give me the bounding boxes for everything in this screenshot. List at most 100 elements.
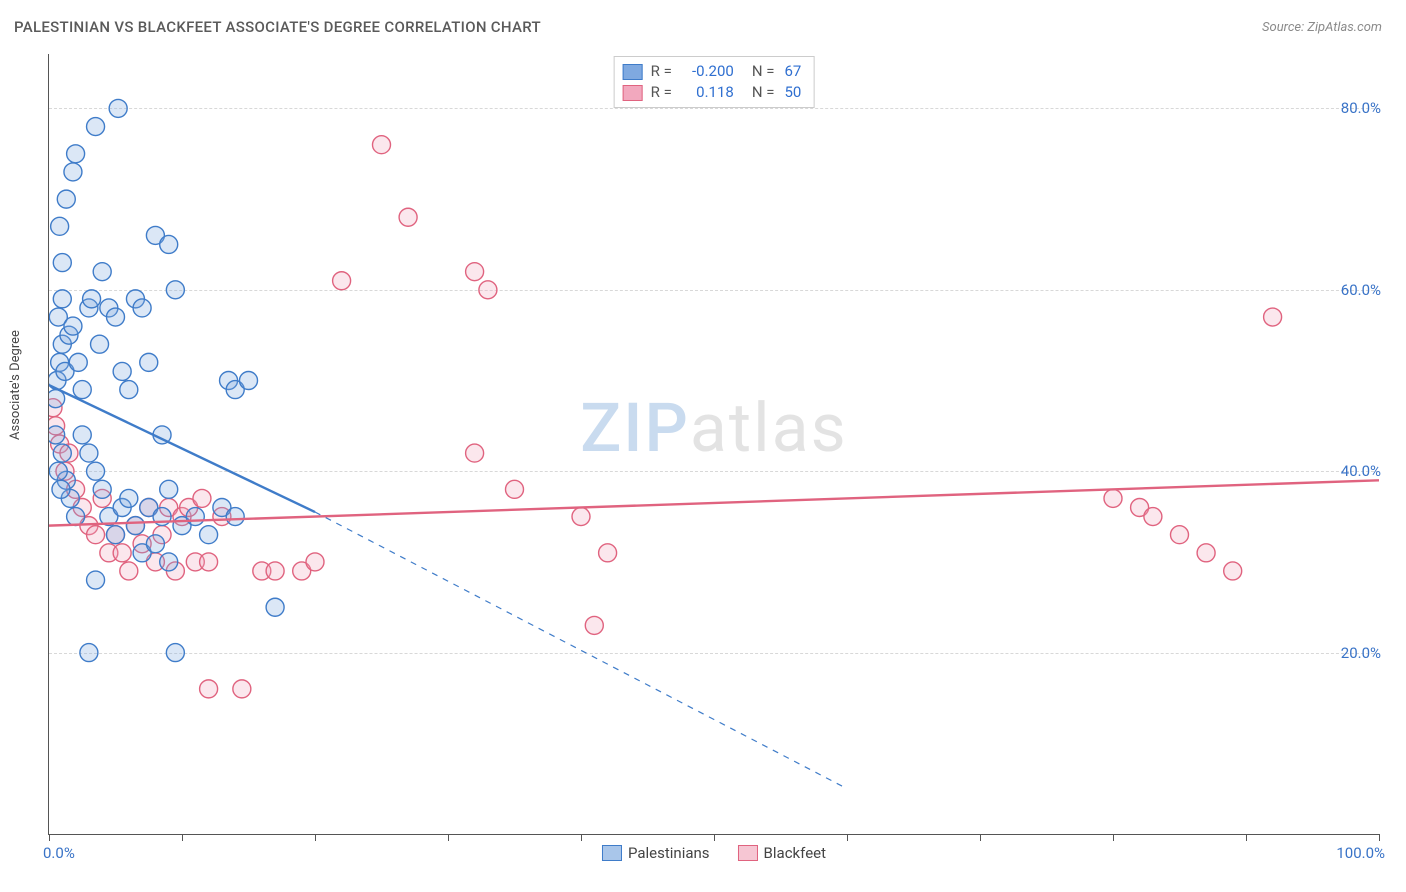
scatter-point xyxy=(160,480,178,498)
scatter-point xyxy=(306,553,324,571)
x-tick xyxy=(448,834,449,841)
chart-title: PALESTINIAN VS BLACKFEET ASSOCIATE'S DEG… xyxy=(14,18,541,36)
scatter-point xyxy=(120,562,138,580)
x-tick xyxy=(714,834,715,841)
scatter-point xyxy=(200,553,218,571)
scatter-point xyxy=(87,526,105,544)
scatter-point xyxy=(160,553,178,571)
scatter-point xyxy=(57,190,75,208)
chart-plot-area: ZIPatlas R = -0.200 N = 67 R = 0.118 N =… xyxy=(48,54,1379,835)
scatter-point xyxy=(466,263,484,281)
scatter-point xyxy=(91,335,109,353)
x-tick xyxy=(1246,834,1247,841)
scatter-point xyxy=(109,99,127,117)
legend-swatch-palestinians xyxy=(623,64,643,80)
x-tick xyxy=(581,834,582,841)
scatter-point xyxy=(1197,544,1215,562)
scatter-point xyxy=(186,508,204,526)
x-tick xyxy=(182,834,183,841)
scatter-point xyxy=(166,644,184,662)
scatter-point xyxy=(133,299,151,317)
scatter-point xyxy=(226,508,244,526)
scatter-point xyxy=(126,517,144,535)
scatter-point xyxy=(120,381,138,399)
scatter-point xyxy=(200,680,218,698)
legend-swatch-icon xyxy=(738,845,758,861)
legend-item-blackfeet: Blackfeet xyxy=(738,844,826,862)
scatter-point xyxy=(67,145,85,163)
x-axis-max-label: 100.0% xyxy=(1336,844,1385,862)
scatter-point xyxy=(87,571,105,589)
scatter-point xyxy=(373,136,391,154)
legend-n-label: N = xyxy=(752,61,775,82)
legend-label: Palestinians xyxy=(628,844,710,862)
scatter-point xyxy=(49,462,67,480)
scatter-point xyxy=(73,426,91,444)
scatter-point xyxy=(120,489,138,507)
scatter-point xyxy=(113,544,131,562)
scatter-point xyxy=(333,272,351,290)
legend-item-palestinians: Palestinians xyxy=(602,844,710,862)
scatter-point xyxy=(572,508,590,526)
source-attribution: Source: ZipAtlas.com xyxy=(1262,20,1382,35)
scatter-point xyxy=(479,281,497,299)
legend-label: Blackfeet xyxy=(764,844,826,862)
scatter-point xyxy=(64,163,82,181)
scatter-point xyxy=(1144,508,1162,526)
scatter-point xyxy=(107,308,125,326)
x-tick xyxy=(1113,834,1114,841)
scatter-point xyxy=(160,235,178,253)
scatter-point xyxy=(69,353,87,371)
scatter-point xyxy=(93,263,111,281)
scatter-point xyxy=(64,317,82,335)
trend-line xyxy=(49,480,1379,525)
scatter-point xyxy=(53,444,71,462)
x-axis-min-label: 0.0% xyxy=(43,844,75,862)
x-tick xyxy=(980,834,981,841)
x-tick xyxy=(1379,834,1380,841)
legend-r-value-2: 0.118 xyxy=(678,82,734,103)
scatter-point xyxy=(146,535,164,553)
scatter-point xyxy=(585,616,603,634)
scatter-point xyxy=(240,372,258,390)
legend-n-value-1: 67 xyxy=(784,61,801,82)
legend-swatch-icon xyxy=(602,845,622,861)
scatter-point xyxy=(67,508,85,526)
legend-row-blackfeet: R = 0.118 N = 50 xyxy=(623,82,802,103)
scatter-point xyxy=(1264,308,1282,326)
scatter-point xyxy=(52,480,70,498)
scatter-point xyxy=(193,489,211,507)
scatter-point xyxy=(51,217,69,235)
correlation-legend: R = -0.200 N = 67 R = 0.118 N = 50 xyxy=(614,56,815,108)
plot-svg xyxy=(49,54,1379,834)
legend-r-value-1: -0.200 xyxy=(678,61,734,82)
scatter-point xyxy=(107,526,125,544)
legend-row-palestinians: R = -0.200 N = 67 xyxy=(623,61,802,82)
scatter-point xyxy=(466,444,484,462)
scatter-point xyxy=(1104,489,1122,507)
x-tick xyxy=(847,834,848,841)
scatter-point xyxy=(399,208,417,226)
scatter-point xyxy=(140,353,158,371)
scatter-point xyxy=(83,290,101,308)
y-axis-label: Associate's Degree xyxy=(8,330,23,440)
legend-swatch-blackfeet xyxy=(623,85,643,101)
x-tick xyxy=(49,834,50,841)
scatter-point xyxy=(87,118,105,136)
legend-n-label: N = xyxy=(752,82,775,103)
scatter-point xyxy=(506,480,524,498)
scatter-point xyxy=(80,444,98,462)
scatter-point xyxy=(166,281,184,299)
scatter-point xyxy=(233,680,251,698)
scatter-point xyxy=(87,462,105,480)
scatter-point xyxy=(1224,562,1242,580)
legend-n-value-2: 50 xyxy=(784,82,801,103)
scatter-point xyxy=(599,544,617,562)
scatter-point xyxy=(49,426,65,444)
legend-r-label: R = xyxy=(651,61,672,82)
scatter-point xyxy=(53,290,71,308)
legend-r-label: R = xyxy=(651,82,672,103)
scatter-point xyxy=(200,526,218,544)
series-legend: Palestinians Blackfeet xyxy=(602,844,826,862)
x-tick xyxy=(315,834,316,841)
